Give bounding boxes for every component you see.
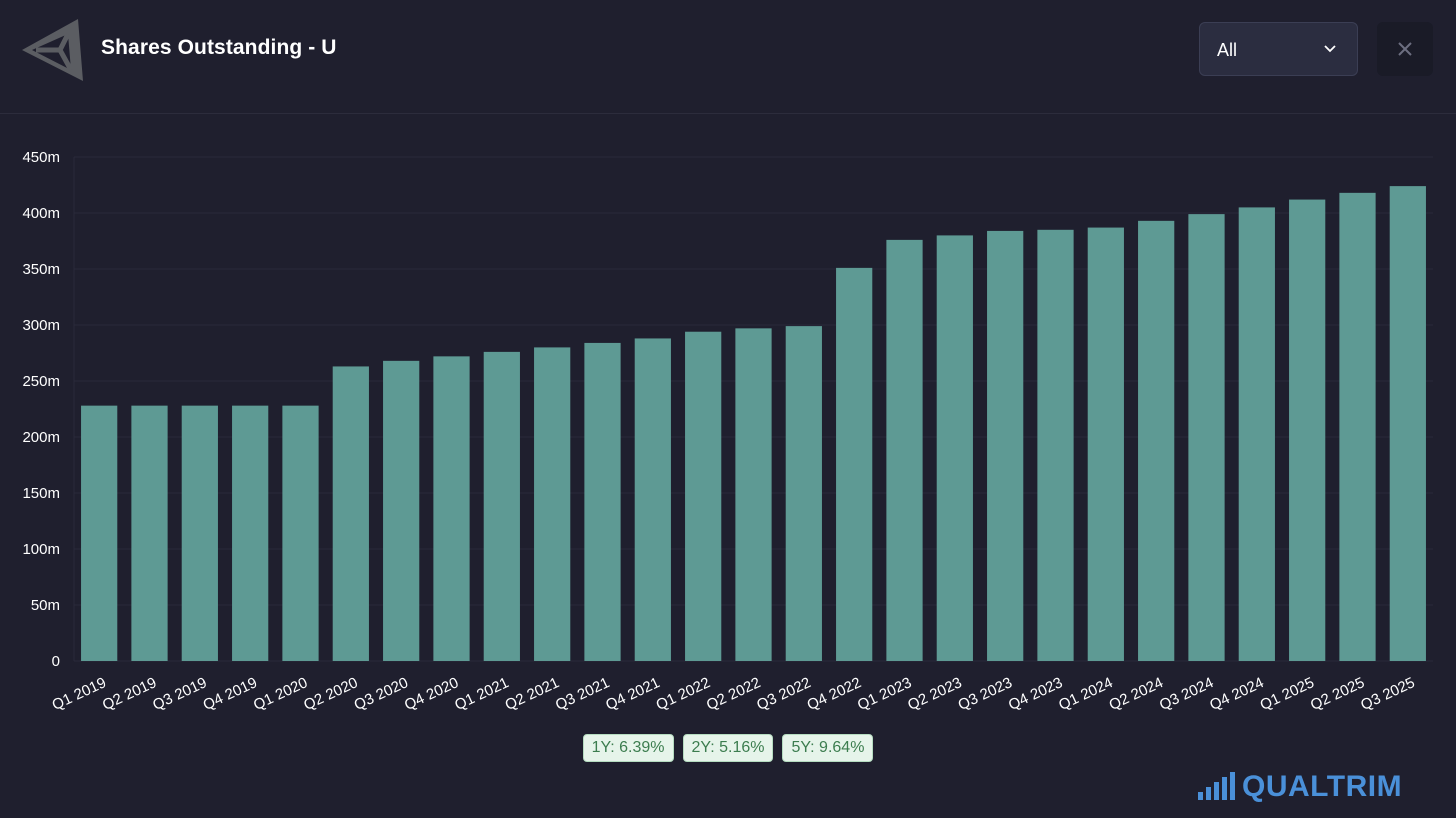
bar	[383, 360, 420, 661]
bar	[634, 338, 671, 661]
bar	[232, 405, 269, 661]
bar	[1087, 227, 1124, 661]
x-tick-label: Q4 2023	[1006, 674, 1065, 714]
growth-badges: 1Y: 6.39% 2Y: 5.16% 5Y: 9.64%	[0, 734, 1456, 762]
x-tick-label: Q2 2019	[100, 674, 159, 714]
x-tick-label: Q1 2019	[50, 674, 109, 714]
bar	[81, 405, 118, 661]
y-tick-label: 300m	[22, 317, 60, 334]
bar	[1238, 207, 1275, 661]
x-tick-label: Q1 2024	[1056, 674, 1115, 714]
page-title: Shares Outstanding - U	[101, 36, 337, 59]
y-tick-label: 100m	[22, 541, 60, 558]
x-tick-label: Q1 2025	[1258, 674, 1317, 714]
bar	[433, 356, 470, 661]
growth-badge-2y: 2Y: 5.16%	[682, 734, 774, 762]
x-tick-label: Q3 2021	[553, 674, 612, 714]
bar	[1037, 229, 1074, 662]
x-tick-label: Q3 2022	[754, 674, 813, 714]
x-tick-label: Q4 2024	[1207, 674, 1266, 714]
bar	[584, 342, 621, 661]
bar	[1339, 192, 1376, 661]
bar	[987, 230, 1024, 662]
x-tick-label: Q2 2021	[503, 674, 562, 714]
x-tick-label: Q2 2022	[704, 674, 763, 714]
chevron-down-icon	[1324, 45, 1336, 53]
bars	[81, 186, 1426, 662]
y-tick-label: 0	[52, 653, 60, 670]
x-tick-label: Q2 2024	[1107, 674, 1166, 714]
brand-name: QUALTRIM	[1242, 770, 1403, 803]
bar	[1188, 214, 1225, 661]
bar	[936, 235, 973, 661]
close-button[interactable]	[1377, 22, 1433, 76]
x-tick-label: Q4 2021	[603, 674, 662, 714]
bar	[1138, 220, 1175, 661]
x-tick-label: Q3 2019	[150, 674, 209, 714]
growth-badge-1y: 1Y: 6.39%	[582, 734, 674, 762]
bar	[131, 405, 168, 661]
x-tick-label: Q3 2024	[1157, 674, 1216, 714]
bar	[685, 331, 722, 661]
y-tick-label: 450m	[22, 149, 60, 166]
bar	[181, 405, 218, 661]
shares-outstanding-chart: 0 50m 100m 150m 200m 250m 300m 350m 400m 450m Q1 …	[22, 149, 1433, 714]
y-tick-label: 50m	[31, 597, 60, 614]
bar	[886, 239, 923, 661]
x-tick-label: Q1 2023	[855, 674, 914, 714]
bar	[534, 347, 571, 661]
y-axis-ticks: 0 50m 100m 150m 200m 250m 300m 350m 400m 450m	[22, 149, 60, 670]
signal-bars-icon	[1198, 772, 1235, 800]
x-tick-label: Q1 2020	[251, 674, 310, 714]
y-tick-label: 150m	[22, 485, 60, 502]
bar	[785, 326, 822, 661]
bar	[836, 267, 873, 661]
x-tick-label: Q4 2019	[201, 674, 260, 714]
x-tick-label: Q2 2023	[905, 674, 964, 714]
y-tick-label: 200m	[22, 429, 60, 446]
x-tick-label: Q1 2021	[452, 674, 511, 714]
x-tick-label: Q3 2025	[1358, 674, 1417, 714]
x-tick-label: Q3 2023	[956, 674, 1015, 714]
close-icon	[1398, 42, 1412, 56]
x-tick-label: Q2 2025	[1308, 674, 1367, 714]
x-tick-label: Q2 2020	[301, 674, 360, 714]
y-tick-label: 400m	[22, 205, 60, 222]
bar	[735, 328, 772, 661]
header: Shares Outstanding - U All	[0, 0, 1456, 114]
growth-badge-5y: 5Y: 9.64%	[782, 734, 874, 762]
y-tick-label: 350m	[22, 261, 60, 278]
bar	[332, 366, 369, 661]
x-tick-label: Q1 2022	[654, 674, 713, 714]
y-tick-label: 250m	[22, 373, 60, 390]
bar	[282, 405, 319, 661]
x-tick-label: Q4 2022	[805, 674, 864, 714]
range-select[interactable]: All	[1199, 22, 1358, 76]
unity-logo-icon	[22, 19, 83, 81]
bar	[483, 351, 520, 661]
range-select-value: All	[1217, 40, 1238, 60]
bar	[1389, 186, 1426, 661]
bar	[1289, 199, 1326, 661]
x-tick-label: Q3 2020	[352, 674, 411, 714]
x-tick-label: Q4 2020	[402, 674, 461, 714]
